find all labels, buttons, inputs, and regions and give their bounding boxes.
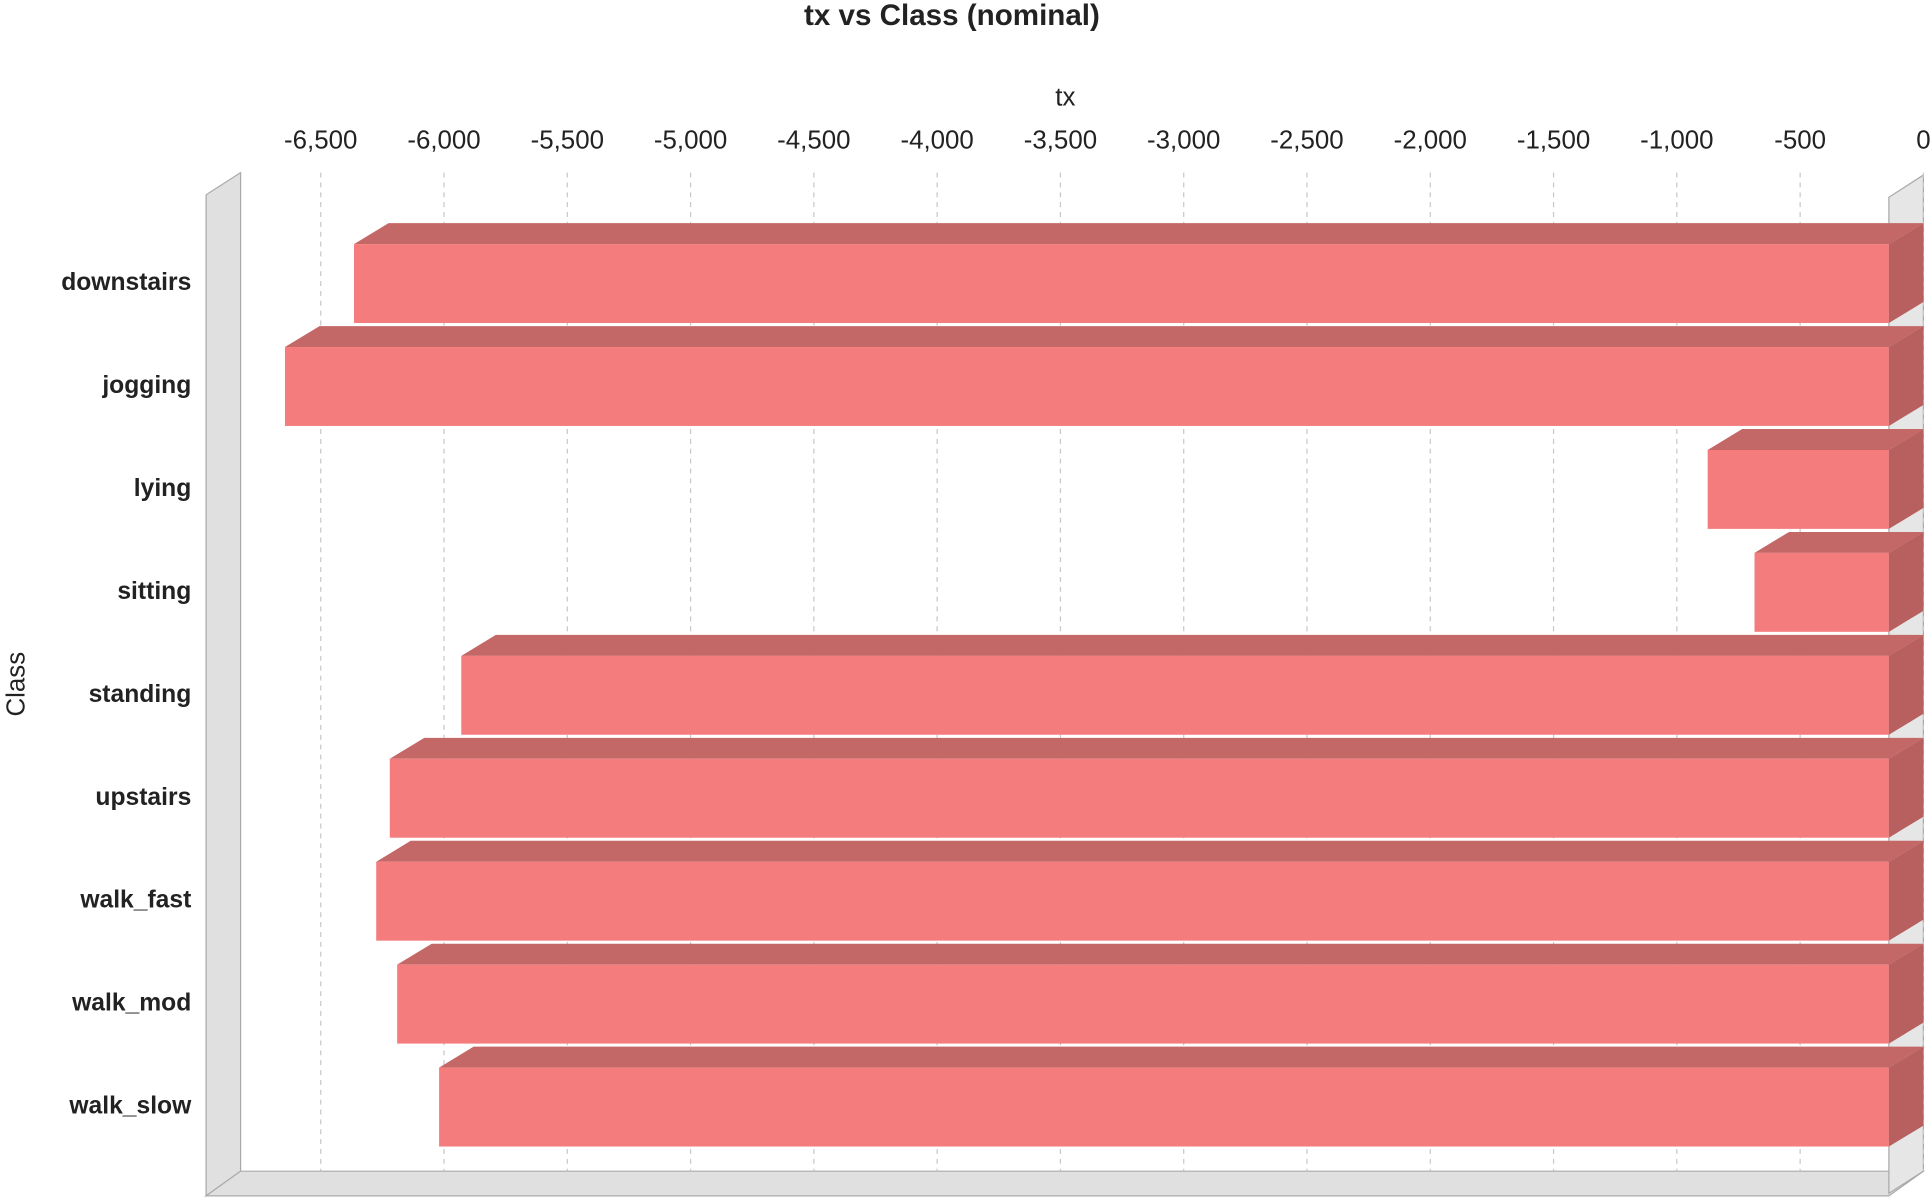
x-tick-label: -2,000 (1394, 127, 1467, 155)
x-tick-label: -5,500 (531, 127, 604, 155)
bar-side (1888, 840, 1924, 941)
bar-side (1888, 943, 1924, 1044)
bar (376, 861, 1889, 941)
bar-side (1888, 429, 1924, 529)
bar-side (1888, 634, 1924, 735)
y-tick-label: sitting (117, 578, 191, 605)
bar (461, 655, 1889, 735)
bar-top (389, 737, 1924, 759)
bar (389, 758, 1889, 838)
x-tick-label: -5,000 (654, 127, 727, 155)
y-tick-label: walk_mod (71, 990, 191, 1017)
x-axis-label: tx (1055, 83, 1075, 111)
x-tick-label: -6,000 (407, 127, 480, 155)
y-tick-label: walk_slow (68, 1093, 192, 1120)
x-tick-label: -1,500 (1517, 127, 1590, 155)
bar-top (354, 223, 1924, 245)
bar-top (439, 1046, 1924, 1068)
y-tick-label: standing (89, 681, 192, 708)
y-axis-label: Class (2, 652, 30, 717)
y-tick-label: upstairs (95, 784, 191, 811)
x-tick-label: -6,500 (284, 127, 357, 155)
bar (284, 347, 1889, 426)
bar-top (1754, 531, 1924, 553)
bar (439, 1067, 1889, 1147)
bar-top (1707, 429, 1924, 450)
x-tick-label: -1,000 (1640, 127, 1713, 155)
x-tick-label: -3,000 (1147, 127, 1220, 155)
bar-side (1888, 737, 1924, 838)
x-tick-label: -4,500 (777, 127, 850, 155)
bar-side (1888, 223, 1924, 323)
bar-side (1888, 1046, 1924, 1147)
bar (1754, 552, 1889, 632)
chart-title: tx vs Class (nominal) (804, 0, 1100, 32)
x-tick-label: -3,500 (1024, 127, 1097, 155)
bar (1707, 449, 1889, 529)
left-wall (205, 171, 242, 1198)
bar-top (397, 943, 1924, 965)
bar-side (1888, 531, 1924, 632)
y-tick-label: lying (134, 475, 192, 502)
bar-top (376, 840, 1924, 862)
floor (204, 1170, 1926, 1197)
y-tick-label: walk_fast (79, 887, 191, 914)
y-tick-label: downstairs (61, 269, 191, 296)
bar-side (1888, 326, 1924, 426)
bar (354, 244, 1889, 323)
bar-top (461, 634, 1924, 656)
bar (397, 964, 1889, 1044)
x-tick-label: -4,000 (900, 127, 973, 155)
x-tick-label: 0 (1916, 127, 1930, 155)
bar-top (284, 326, 1924, 348)
x-tick-label: -500 (1774, 127, 1826, 155)
y-tick-label: jogging (101, 372, 191, 399)
x-tick-label: -2,500 (1270, 127, 1343, 155)
